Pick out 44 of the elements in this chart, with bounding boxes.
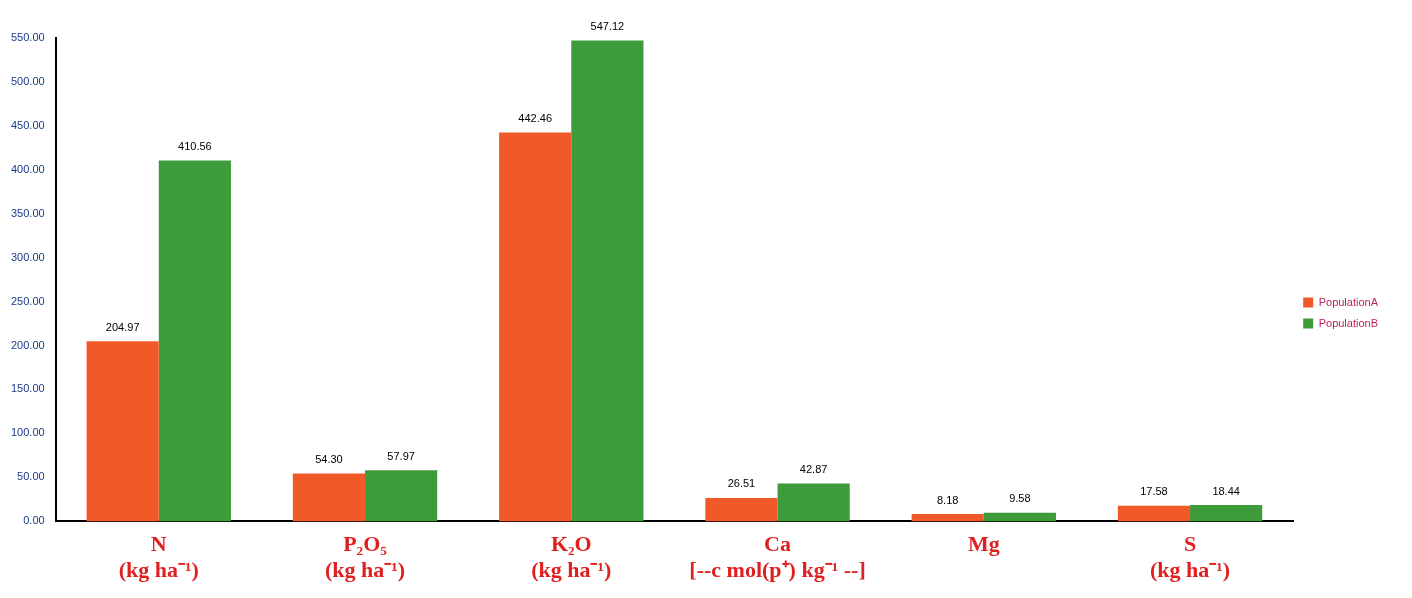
y-tick-label: 250.00	[10, 294, 45, 307]
data-label: 204.97	[105, 320, 140, 333]
legend-label: PopulationA	[1318, 295, 1379, 308]
bar	[1117, 505, 1191, 522]
bar	[571, 40, 644, 522]
y-tick-label: 500.00	[10, 74, 45, 87]
data-label: 410.56	[178, 140, 212, 153]
bar	[86, 341, 159, 522]
y-tick-label: 0.00	[23, 514, 45, 527]
x-tick-label: P₂O₅ (kg ha⁻¹)	[324, 531, 406, 583]
data-label: 8.18	[936, 493, 959, 506]
y-tick-label: 100.00	[10, 426, 45, 439]
data-label: 57.97	[387, 449, 415, 462]
x-tick-label: Ca [--c mol(p⁺) kg⁻¹ --]	[689, 531, 866, 583]
bar	[158, 160, 231, 522]
bar	[777, 483, 850, 522]
y-tick-label: 350.00	[10, 206, 45, 219]
data-label: 442.46	[518, 112, 553, 125]
y-tick-label: 150.00	[10, 382, 45, 395]
x-tick-label: S (kg ha⁻¹)	[1149, 531, 1231, 583]
bar	[499, 132, 572, 522]
bar	[983, 512, 1056, 522]
y-tick-label: 550.00	[10, 31, 45, 44]
y-tick-label: 200.00	[10, 338, 45, 351]
y-tick-label: 50.00	[17, 470, 45, 483]
data-label: 17.58	[1140, 485, 1168, 498]
legend-label: PopulationB	[1318, 316, 1378, 329]
data-label: 547.12	[590, 20, 625, 33]
y-tick-label: 300.00	[10, 250, 45, 263]
x-tick-label: N (kg ha⁻¹)	[118, 531, 199, 583]
bar	[292, 473, 366, 522]
data-label: 18.44	[1212, 484, 1240, 497]
bar	[911, 514, 984, 522]
x-tick-label: Mg	[967, 531, 1000, 557]
y-tick-label: 450.00	[10, 118, 45, 131]
bar	[705, 497, 778, 522]
bar	[365, 470, 438, 522]
data-label: 26.51	[727, 477, 756, 490]
data-label: 9.58	[1009, 492, 1031, 505]
bar	[1190, 505, 1263, 522]
x-tick-label: K₂O (kg ha⁻¹)	[531, 531, 612, 583]
data-label: 54.30	[315, 453, 343, 466]
y-tick-label: 400.00	[10, 162, 45, 175]
data-label: 42.87	[799, 463, 828, 476]
